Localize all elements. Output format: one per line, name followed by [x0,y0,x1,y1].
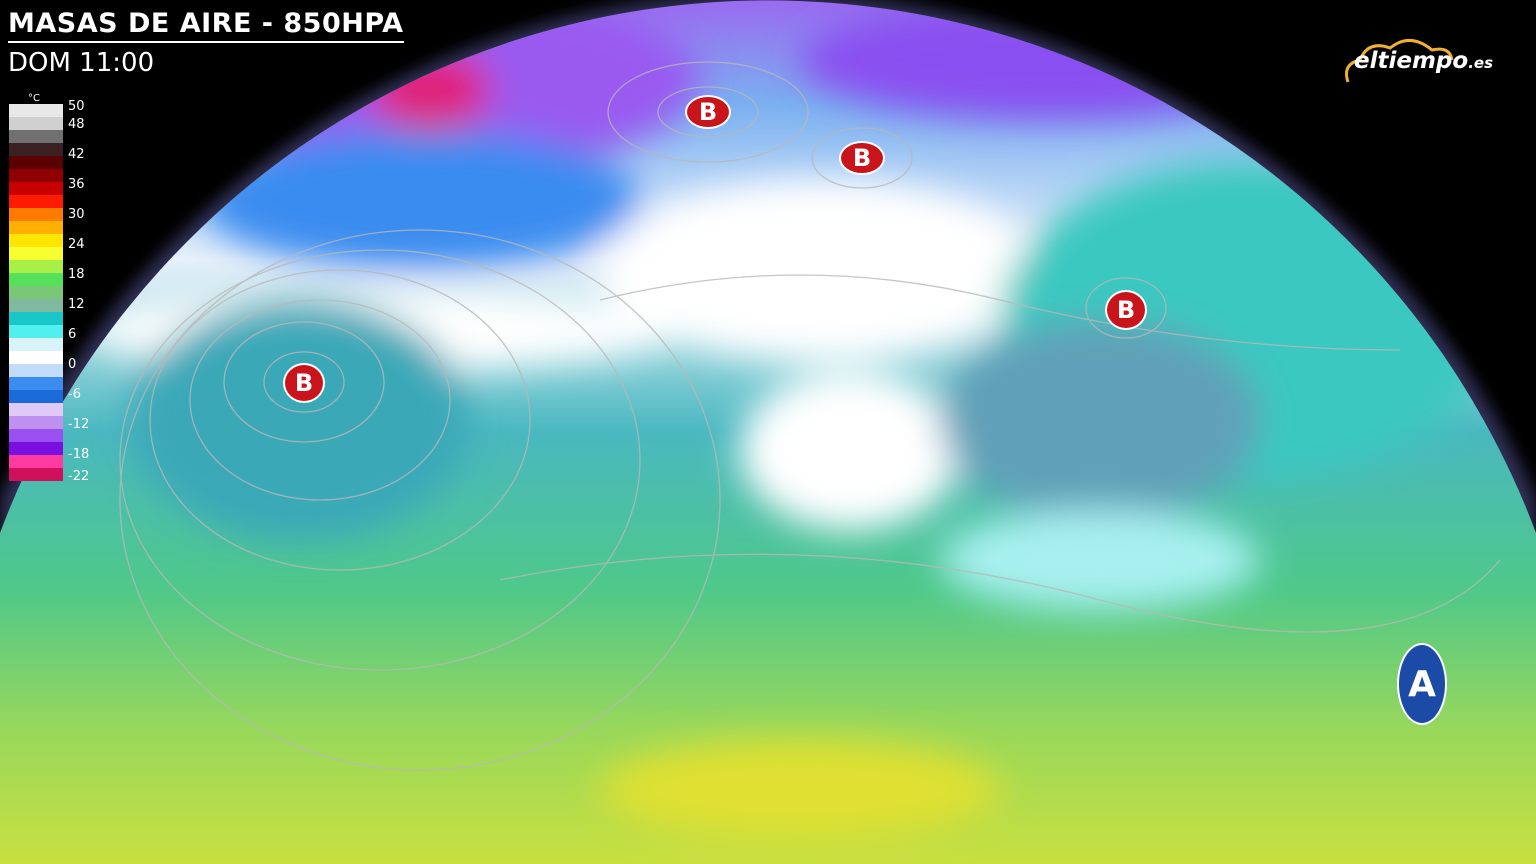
logo-suffix: .es [1468,54,1494,72]
low-pressure-marker: B [839,141,885,175]
legend-tick: 50 [68,99,85,114]
map-title: MASAS DE AIRE - 850HPA [8,8,404,43]
legend-tick: 48 [68,117,85,132]
forecast-time: DOM 11:00 [8,48,155,78]
isobars [119,61,1501,771]
low-pressure-marker: B [1105,290,1147,330]
legend-tick: 6 [68,327,77,342]
legend-tick: -22 [68,469,90,484]
legend-tick: 42 [68,147,85,162]
cloud-icon [1345,39,1454,83]
high-pressure-marker: A [1397,643,1447,725]
legend-tick: 30 [68,207,85,222]
legend-color-bar [9,104,63,481]
legend-tick: -18 [68,447,90,462]
legend-tick: 36 [68,177,85,192]
legend-tick: -12 [68,417,90,432]
legend-tick: -6 [68,387,81,402]
eltiempo-logo: eltiempo.es [1340,34,1520,90]
legend-tick: 12 [68,297,85,312]
legend-tick: 18 [68,267,85,282]
logo-text: eltiempo [1354,48,1469,74]
legend-tick: 24 [68,237,85,252]
legend-tick: 0 [68,357,77,372]
low-pressure-marker: B [283,363,325,403]
iberia-cold-pool [740,370,960,530]
legend-unit: °C [28,93,40,104]
low-pressure-marker: B [685,95,731,129]
